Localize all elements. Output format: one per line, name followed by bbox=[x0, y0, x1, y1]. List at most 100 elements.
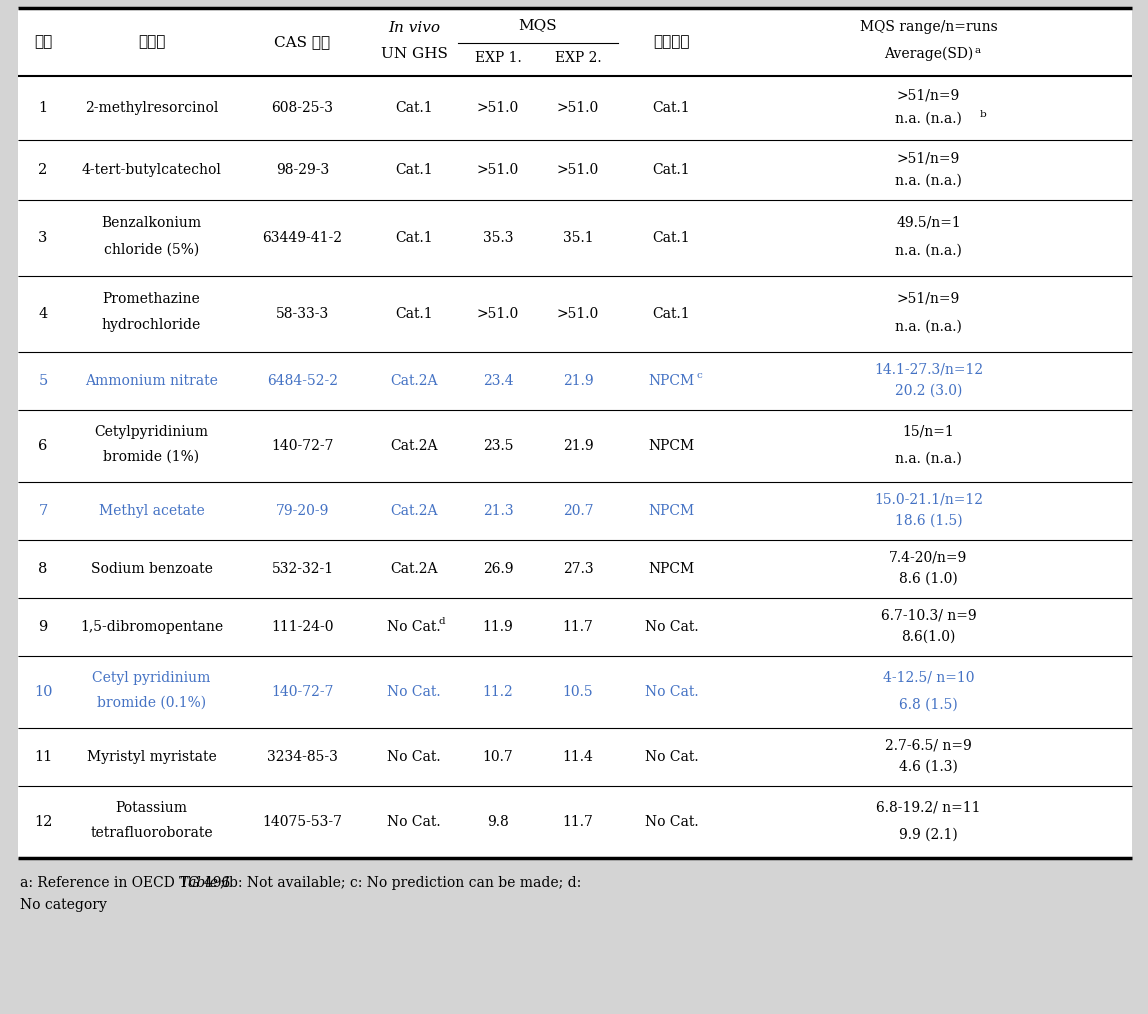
Text: b: b bbox=[980, 111, 987, 120]
Text: bromide (0.1%): bromide (0.1%) bbox=[96, 696, 205, 710]
Text: chloride (5%): chloride (5%) bbox=[103, 242, 199, 257]
Bar bbox=[18, 8, 1132, 858]
Text: 18.6 (1.5): 18.6 (1.5) bbox=[894, 514, 962, 528]
Text: 순번: 순번 bbox=[34, 35, 52, 49]
Text: 7: 7 bbox=[38, 504, 47, 518]
Text: n.a. (n.a.): n.a. (n.a.) bbox=[895, 244, 962, 258]
Text: 3234-85-3: 3234-85-3 bbox=[267, 750, 338, 764]
Text: Sodium benzoate: Sodium benzoate bbox=[91, 562, 212, 576]
Text: NPCM: NPCM bbox=[649, 374, 695, 388]
Text: 10.5: 10.5 bbox=[563, 685, 594, 699]
Text: 1: 1 bbox=[38, 101, 47, 115]
Text: >51.0: >51.0 bbox=[557, 163, 599, 177]
Text: Cat.1: Cat.1 bbox=[653, 231, 690, 245]
Text: 11.2: 11.2 bbox=[482, 685, 513, 699]
Text: 11.7: 11.7 bbox=[563, 620, 594, 634]
Text: No Cat.: No Cat. bbox=[645, 620, 698, 634]
Text: 6484-52-2: 6484-52-2 bbox=[267, 374, 338, 388]
Text: 98-29-3: 98-29-3 bbox=[276, 163, 329, 177]
Text: 35.3: 35.3 bbox=[483, 231, 513, 245]
Text: 11.7: 11.7 bbox=[563, 815, 594, 829]
Text: >51.0: >51.0 bbox=[557, 307, 599, 321]
Text: 3: 3 bbox=[38, 231, 48, 245]
Text: 7.4-20/n=9: 7.4-20/n=9 bbox=[890, 551, 968, 565]
Text: 140-72-7: 140-72-7 bbox=[271, 439, 334, 453]
Text: 6.8-19.2/ n=11: 6.8-19.2/ n=11 bbox=[876, 801, 980, 814]
Text: 140-72-7: 140-72-7 bbox=[271, 685, 334, 699]
Text: Cat.2A: Cat.2A bbox=[390, 439, 437, 453]
Text: Cetyl pyridinium: Cetyl pyridinium bbox=[92, 670, 211, 684]
Text: Cat.1: Cat.1 bbox=[653, 163, 690, 177]
Text: a: a bbox=[975, 46, 980, 55]
Text: 23.4: 23.4 bbox=[482, 374, 513, 388]
Text: 79-20-9: 79-20-9 bbox=[276, 504, 329, 518]
Text: 15.0-21.1/n=12: 15.0-21.1/n=12 bbox=[874, 493, 983, 506]
Text: 49.5/n=1: 49.5/n=1 bbox=[897, 216, 961, 230]
Text: 2-methylresorcinol: 2-methylresorcinol bbox=[85, 101, 218, 115]
Text: 26.9: 26.9 bbox=[483, 562, 513, 576]
Text: 35.1: 35.1 bbox=[563, 231, 594, 245]
Text: 물질명: 물질명 bbox=[138, 35, 165, 49]
Text: UN GHS: UN GHS bbox=[381, 48, 448, 61]
Text: 결과판정: 결과판정 bbox=[653, 35, 690, 49]
Text: No Cat.: No Cat. bbox=[387, 685, 441, 699]
Text: No Cat.: No Cat. bbox=[387, 750, 441, 764]
Text: NPCM: NPCM bbox=[649, 439, 695, 453]
Text: Potassium: Potassium bbox=[116, 801, 187, 814]
Text: d: d bbox=[439, 618, 445, 627]
Text: Average(SD): Average(SD) bbox=[884, 47, 974, 62]
Text: 27.3: 27.3 bbox=[563, 562, 594, 576]
Text: No Cat.: No Cat. bbox=[645, 815, 698, 829]
Text: NPCM: NPCM bbox=[649, 504, 695, 518]
Text: 9.8: 9.8 bbox=[487, 815, 509, 829]
Text: Cat.1: Cat.1 bbox=[395, 307, 433, 321]
Text: 4: 4 bbox=[38, 307, 47, 321]
Text: 21.3: 21.3 bbox=[482, 504, 513, 518]
Text: MQS range/n=runs: MQS range/n=runs bbox=[860, 20, 998, 34]
Text: 6.8 (1.5): 6.8 (1.5) bbox=[899, 698, 957, 711]
Text: 2.7-6.5/ n=9: 2.7-6.5/ n=9 bbox=[885, 738, 972, 752]
Text: n.a. (n.a.): n.a. (n.a.) bbox=[895, 112, 962, 126]
Text: >51.0: >51.0 bbox=[476, 163, 519, 177]
Text: 14075-53-7: 14075-53-7 bbox=[263, 815, 342, 829]
Text: 532-32-1: 532-32-1 bbox=[271, 562, 334, 576]
Text: Cat.2A: Cat.2A bbox=[390, 504, 437, 518]
Text: Cat.1: Cat.1 bbox=[395, 101, 433, 115]
Text: 4-tert-butylcatechol: 4-tert-butylcatechol bbox=[82, 163, 222, 177]
Text: Cat.2A: Cat.2A bbox=[390, 562, 437, 576]
Text: MQS: MQS bbox=[519, 18, 557, 32]
Text: EXP 1.: EXP 1. bbox=[474, 51, 521, 65]
Text: NPCM: NPCM bbox=[649, 562, 695, 576]
Text: 20.7: 20.7 bbox=[563, 504, 594, 518]
Text: 9.9 (2.1): 9.9 (2.1) bbox=[899, 827, 957, 842]
Text: EXP 2.: EXP 2. bbox=[554, 51, 602, 65]
Text: >51/n=9: >51/n=9 bbox=[897, 88, 960, 102]
Text: No Cat.: No Cat. bbox=[645, 685, 698, 699]
Text: Cat.1: Cat.1 bbox=[395, 163, 433, 177]
Text: 14.1-27.3/n=12: 14.1-27.3/n=12 bbox=[874, 362, 983, 376]
Text: 8: 8 bbox=[38, 562, 48, 576]
Text: 4.6 (1.3): 4.6 (1.3) bbox=[899, 759, 957, 774]
Text: bromide (1%): bromide (1%) bbox=[103, 450, 200, 463]
Text: >51/n=9: >51/n=9 bbox=[897, 151, 960, 165]
Text: >51.0: >51.0 bbox=[476, 307, 519, 321]
Text: Promethazine: Promethazine bbox=[102, 292, 201, 306]
Text: 6.7-10.3/ n=9: 6.7-10.3/ n=9 bbox=[881, 608, 976, 623]
Text: 15/n=1: 15/n=1 bbox=[902, 425, 954, 439]
Text: Cat.1: Cat.1 bbox=[653, 101, 690, 115]
Text: In vivo: In vivo bbox=[388, 21, 440, 35]
Text: c: c bbox=[697, 371, 703, 380]
Text: No Cat.: No Cat. bbox=[645, 750, 698, 764]
Text: 4-12.5/ n=10: 4-12.5/ n=10 bbox=[883, 670, 975, 684]
Text: No Cat.: No Cat. bbox=[387, 620, 441, 634]
Text: n.a. (n.a.): n.a. (n.a.) bbox=[895, 173, 962, 188]
Text: Cat.2A: Cat.2A bbox=[390, 374, 437, 388]
Text: 10.7: 10.7 bbox=[482, 750, 513, 764]
Text: 58-33-3: 58-33-3 bbox=[276, 307, 329, 321]
Text: >51.0: >51.0 bbox=[557, 101, 599, 115]
Text: 20.2 (3.0): 20.2 (3.0) bbox=[894, 384, 962, 397]
Text: Methyl acetate: Methyl acetate bbox=[99, 504, 204, 518]
Text: 6: 6 bbox=[38, 439, 48, 453]
Text: 5: 5 bbox=[38, 374, 47, 388]
Text: Table 1: Table 1 bbox=[180, 876, 232, 890]
